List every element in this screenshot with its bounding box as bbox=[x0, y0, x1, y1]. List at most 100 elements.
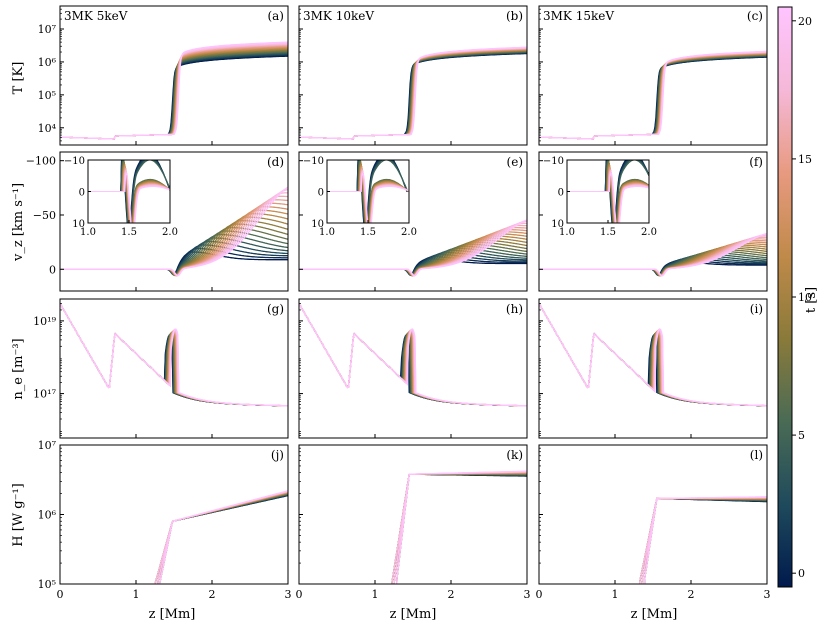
inset-x-tick-label: 2.0 bbox=[641, 227, 657, 238]
inset-x-tick-label: 1.5 bbox=[600, 227, 616, 238]
x-axis-label-col3: z [Mm] bbox=[631, 607, 678, 622]
panel-b: (b) 3MK 10keV bbox=[298, 5, 528, 146]
y-axis-label-density: n_e [m⁻³] bbox=[11, 338, 26, 399]
panel-label: (e) bbox=[507, 155, 523, 169]
series-line-t13 bbox=[393, 472, 527, 584]
inset-y-tick-label: 10 bbox=[551, 219, 564, 230]
series-line-t18 bbox=[539, 51, 767, 140]
series-line-t11 bbox=[539, 53, 767, 140]
panel-label: (a) bbox=[267, 9, 284, 23]
panel-label: (l) bbox=[750, 448, 763, 462]
series-line-t3 bbox=[60, 240, 288, 276]
series-line-t18 bbox=[391, 470, 527, 584]
panel-label: (h) bbox=[506, 302, 523, 316]
series-line-t14 bbox=[396, 471, 527, 584]
series-line-t19 bbox=[393, 470, 527, 584]
x-tick-label: 0 bbox=[57, 588, 64, 601]
series-line-t6 bbox=[539, 54, 767, 140]
inset-series-line-t20 bbox=[327, 172, 409, 223]
inset-y-tick-label: 0 bbox=[318, 188, 324, 199]
series-line-t3 bbox=[391, 473, 527, 584]
colorbar-gradient bbox=[777, 6, 793, 588]
series-line-t7 bbox=[393, 473, 527, 584]
y-tick-label: 10⁵ bbox=[38, 89, 56, 102]
series-line-t12 bbox=[539, 52, 767, 140]
x-tick-label: 0 bbox=[536, 588, 543, 601]
series-line-t9 bbox=[539, 53, 767, 140]
x-tick-label: 2 bbox=[688, 588, 695, 601]
series-line-t10 bbox=[393, 472, 527, 584]
series-line-t14 bbox=[539, 52, 767, 140]
x-tick-label: 3 bbox=[764, 588, 771, 601]
panel-frame bbox=[298, 5, 528, 146]
y-tick-label: −50 bbox=[33, 209, 56, 222]
panel-frame bbox=[59, 5, 289, 146]
series-line-t1 bbox=[539, 56, 767, 140]
series-line-t5 bbox=[539, 55, 767, 140]
panel-frame bbox=[59, 444, 289, 585]
series-line-t20 bbox=[60, 41, 288, 140]
series-line-t16 bbox=[539, 51, 767, 140]
series-line-t6 bbox=[391, 473, 527, 584]
x-tick-label: 1 bbox=[133, 588, 140, 601]
x-axis-label-col2: z [Mm] bbox=[390, 607, 437, 622]
colorbar-tick-label: 0 bbox=[798, 567, 805, 580]
series-line-t2 bbox=[539, 55, 767, 140]
panel-i: (i) bbox=[538, 298, 768, 439]
panel-label: (d) bbox=[267, 155, 284, 169]
series-line-t19 bbox=[539, 50, 767, 140]
colorbar-label: t [s] bbox=[804, 287, 819, 313]
y-tick-label: 10⁷ bbox=[38, 23, 57, 36]
y-tick-label: 10⁵ bbox=[38, 578, 56, 591]
panel-label: (c) bbox=[747, 9, 763, 23]
panel-frame bbox=[298, 151, 528, 292]
y-axis-label-velocity: v_z [km s⁻¹] bbox=[11, 183, 26, 262]
colorbar-tick-label: 10 bbox=[798, 291, 812, 304]
panel-a: 10⁴ 10⁵ 10⁶ 10⁷ (a) 3MK 5keV bbox=[38, 5, 289, 146]
column-title: 3MK 10keV bbox=[303, 9, 374, 23]
panel-label: (b) bbox=[506, 9, 523, 23]
panel-k: 0 1 2 3 (k) bbox=[296, 444, 531, 601]
inset-x-tick-label: 1.5 bbox=[360, 227, 376, 238]
series-line-t20 bbox=[159, 490, 288, 584]
series-group bbox=[299, 219, 527, 277]
series-group bbox=[60, 303, 288, 407]
panel-frame bbox=[298, 444, 528, 585]
inset-y-tick-label: −10 bbox=[64, 156, 85, 167]
series-line-t0 bbox=[539, 56, 767, 140]
series-line-t15 bbox=[391, 471, 527, 584]
inset-y-tick-label: −10 bbox=[303, 156, 324, 167]
inset-series-line-t20 bbox=[567, 172, 649, 223]
series-line-t8 bbox=[396, 473, 527, 584]
series-group bbox=[539, 303, 767, 407]
series-group bbox=[539, 232, 767, 277]
series-group bbox=[299, 46, 527, 140]
x-tick-label: 2 bbox=[448, 588, 455, 601]
x-axis-label-col1: z [Mm] bbox=[149, 607, 196, 622]
panel-g: 10¹⁷ 10¹⁹ (g) bbox=[33, 298, 289, 439]
series-line-t5 bbox=[396, 473, 527, 584]
inset-x-tick-label: 1.0 bbox=[319, 227, 335, 238]
inset-x-tick-label: 1.0 bbox=[559, 227, 575, 238]
panel-c: (c) 3MK 15keV bbox=[538, 5, 768, 146]
y-tick-label: 10⁴ bbox=[38, 122, 57, 135]
panel-label: (k) bbox=[506, 448, 523, 462]
velocity-inset: −10 0 101.0 1.5 2.0 bbox=[303, 156, 417, 238]
series-line-t8 bbox=[539, 54, 767, 140]
series-group bbox=[539, 50, 767, 140]
panel-l: 0 1 2 3 (l) bbox=[536, 444, 771, 601]
y-tick-label: 10⁷ bbox=[38, 439, 57, 452]
inset-x-tick-label: 2.0 bbox=[162, 227, 178, 238]
velocity-inset: −10 0 101.0 1.5 2.0 bbox=[543, 156, 657, 238]
series-line-t10 bbox=[539, 53, 767, 140]
series-line-t20 bbox=[539, 50, 767, 140]
inset-y-tick-label: 0 bbox=[79, 188, 85, 199]
panel-label: (j) bbox=[271, 448, 284, 462]
inset-series-line-t20 bbox=[88, 172, 170, 223]
panel-label: (f) bbox=[749, 155, 763, 169]
series-line-t0 bbox=[391, 473, 527, 584]
panels-group: 10⁴ 10⁵ 10⁶ 10⁷ (a) 3MK 5keV (b) 3MK 10keV (c) 3M… bbox=[26, 5, 771, 601]
panel-label: (i) bbox=[750, 302, 763, 316]
